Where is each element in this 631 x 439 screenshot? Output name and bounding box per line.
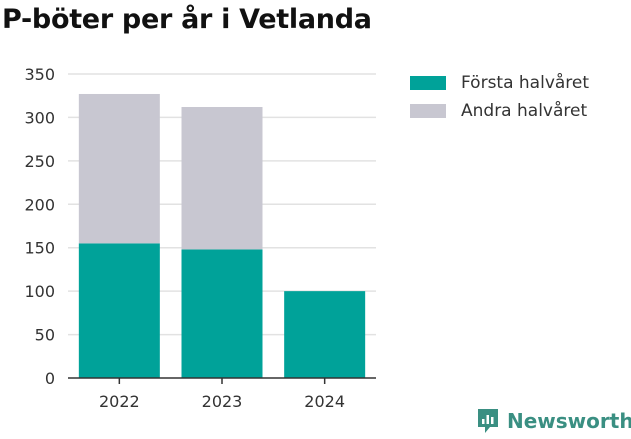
x-tick-labels: 2022 2023 2024 <box>99 378 345 411</box>
legend-swatch-forsta <box>410 76 446 90</box>
y-tick-label: 100 <box>24 282 55 301</box>
newsworthy-logo-text: Newsworthy <box>507 409 631 433</box>
y-tick-label: 250 <box>24 152 55 171</box>
bar-2024-forsta[interactable] <box>284 291 366 378</box>
bar-2023-forsta[interactable] <box>181 249 263 378</box>
newsworthy-logo-icon <box>478 409 498 433</box>
y-tick-label: 300 <box>24 108 55 127</box>
x-tick-label: 2023 <box>202 392 243 411</box>
y-tick-label: 50 <box>35 326 55 345</box>
bar-2022-forsta[interactable] <box>78 243 160 378</box>
y-tick-label: 350 <box>24 65 55 84</box>
y-tick-label: 0 <box>45 369 55 388</box>
bar-2022-andra[interactable] <box>78 93 160 244</box>
legend-item-forsta[interactable]: Första halvåret <box>410 69 589 97</box>
newsworthy-logo: Newsworthy <box>476 407 631 435</box>
legend: Första halvåret Andra halvåret <box>410 69 589 125</box>
x-tick-label: 2024 <box>304 392 345 411</box>
y-tick-label: 150 <box>24 239 55 258</box>
chart-title: P-böter per år i Vetlanda <box>2 4 372 35</box>
legend-swatch-andra <box>410 104 446 118</box>
legend-label-forsta: Första halvåret <box>461 73 590 93</box>
bars <box>78 93 366 378</box>
y-tick-labels: 0 50 100 150 200 250 300 350 <box>24 65 55 388</box>
y-tick-label: 200 <box>24 195 55 214</box>
x-tick-label: 2022 <box>99 392 140 411</box>
bar-2023-andra[interactable] <box>181 107 263 250</box>
legend-label-andra: Andra halvåret <box>461 101 588 121</box>
legend-item-andra[interactable]: Andra halvåret <box>410 97 589 125</box>
